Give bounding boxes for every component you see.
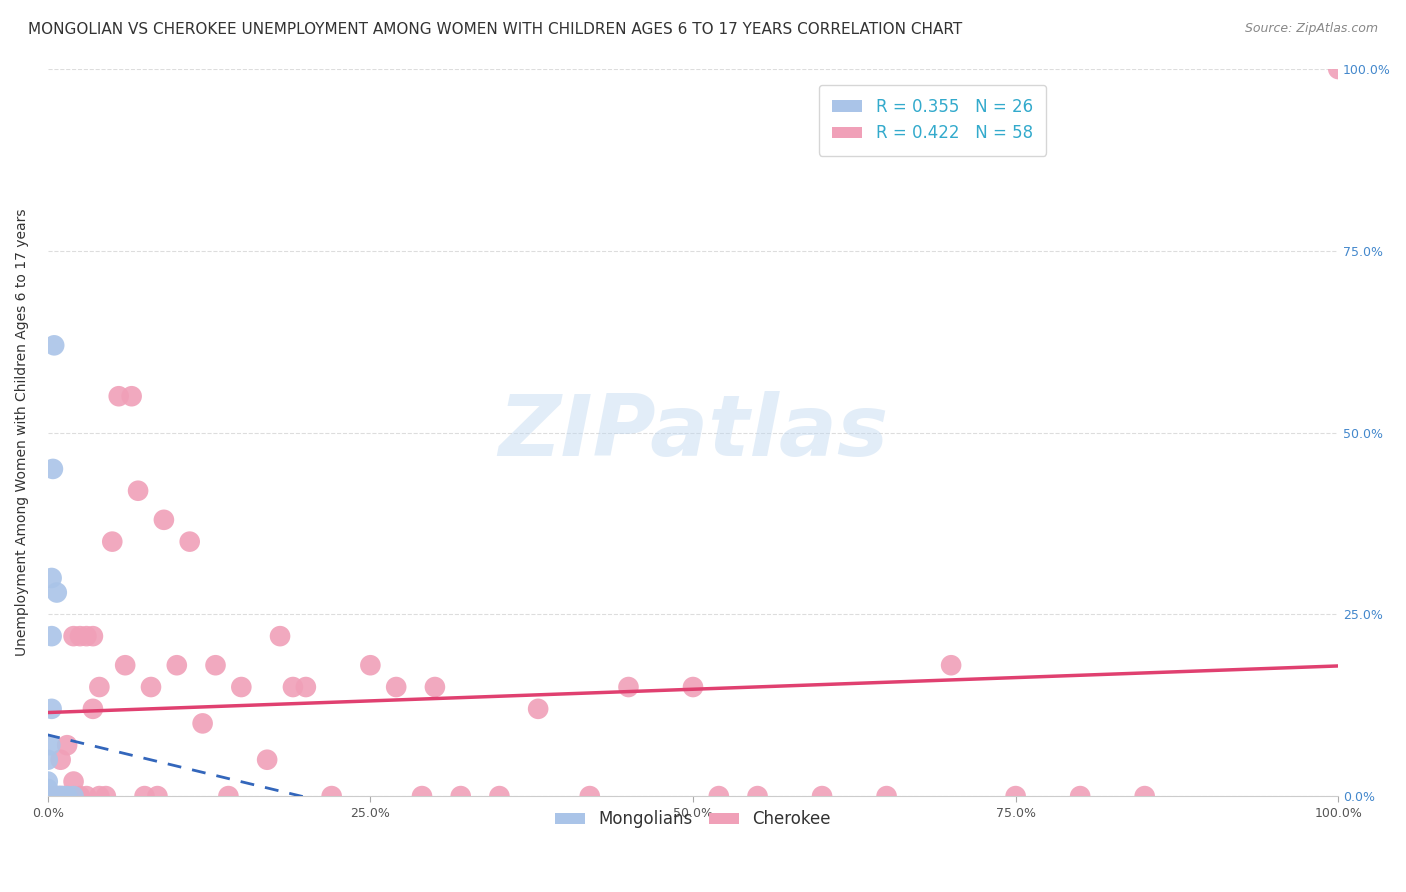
Point xyxy=(52,789,75,803)
Point xyxy=(37,774,59,789)
Point xyxy=(1327,62,1350,76)
Point xyxy=(46,789,69,803)
Point xyxy=(134,789,156,803)
Point xyxy=(191,716,214,731)
Point xyxy=(45,585,67,599)
Point xyxy=(682,680,704,694)
Point xyxy=(321,789,343,803)
Point xyxy=(127,483,149,498)
Point xyxy=(488,789,510,803)
Point xyxy=(231,680,253,694)
Point xyxy=(256,753,278,767)
Point xyxy=(204,658,226,673)
Point xyxy=(82,629,104,643)
Y-axis label: Unemployment Among Women with Children Ages 6 to 17 years: Unemployment Among Women with Children A… xyxy=(15,209,30,657)
Point xyxy=(94,789,117,803)
Point xyxy=(41,571,63,585)
Point xyxy=(82,702,104,716)
Point xyxy=(44,789,66,803)
Point xyxy=(527,702,550,716)
Point xyxy=(89,680,111,694)
Point xyxy=(139,680,162,694)
Point xyxy=(359,658,381,673)
Point xyxy=(37,753,59,767)
Point xyxy=(39,738,62,752)
Text: ZIPatlas: ZIPatlas xyxy=(498,391,889,474)
Text: MONGOLIAN VS CHEROKEE UNEMPLOYMENT AMONG WOMEN WITH CHILDREN AGES 6 TO 17 YEARS : MONGOLIAN VS CHEROKEE UNEMPLOYMENT AMONG… xyxy=(28,22,962,37)
Point xyxy=(44,338,66,352)
Point xyxy=(62,774,84,789)
Point xyxy=(75,789,97,803)
Point xyxy=(89,789,111,803)
Point xyxy=(37,789,59,803)
Point xyxy=(42,462,65,476)
Point xyxy=(41,702,63,716)
Point xyxy=(217,789,239,803)
Point xyxy=(450,789,472,803)
Point xyxy=(1133,789,1156,803)
Point xyxy=(45,789,67,803)
Point xyxy=(62,789,84,803)
Point xyxy=(37,789,59,803)
Point xyxy=(578,789,600,803)
Point xyxy=(617,680,640,694)
Legend: Mongolians, Cherokee: Mongolians, Cherokee xyxy=(548,804,838,835)
Point xyxy=(269,629,291,643)
Point xyxy=(49,789,72,803)
Point xyxy=(281,680,304,694)
Point xyxy=(295,680,318,694)
Point xyxy=(75,629,97,643)
Point xyxy=(37,781,59,796)
Point xyxy=(44,789,66,803)
Point xyxy=(153,513,176,527)
Point xyxy=(52,789,75,803)
Point xyxy=(49,789,72,803)
Point xyxy=(107,389,129,403)
Point xyxy=(1004,789,1026,803)
Point xyxy=(747,789,769,803)
Point xyxy=(1069,789,1091,803)
Point xyxy=(38,789,60,803)
Point xyxy=(49,753,72,767)
Point xyxy=(411,789,433,803)
Point xyxy=(38,789,60,803)
Point xyxy=(62,629,84,643)
Point xyxy=(114,658,136,673)
Point xyxy=(38,789,60,803)
Point xyxy=(56,789,79,803)
Point xyxy=(37,789,59,803)
Point xyxy=(48,789,70,803)
Point xyxy=(423,680,446,694)
Point xyxy=(37,789,59,803)
Point xyxy=(37,789,59,803)
Text: Source: ZipAtlas.com: Source: ZipAtlas.com xyxy=(1244,22,1378,36)
Point xyxy=(876,789,898,803)
Point xyxy=(37,789,59,803)
Point xyxy=(146,789,169,803)
Point xyxy=(69,789,91,803)
Point xyxy=(939,658,962,673)
Point xyxy=(811,789,834,803)
Point xyxy=(41,629,63,643)
Point xyxy=(56,738,79,752)
Point xyxy=(179,534,201,549)
Point xyxy=(39,789,62,803)
Point xyxy=(56,789,79,803)
Point xyxy=(121,389,143,403)
Point xyxy=(101,534,124,549)
Point xyxy=(707,789,730,803)
Point xyxy=(69,629,91,643)
Point xyxy=(166,658,188,673)
Point xyxy=(385,680,408,694)
